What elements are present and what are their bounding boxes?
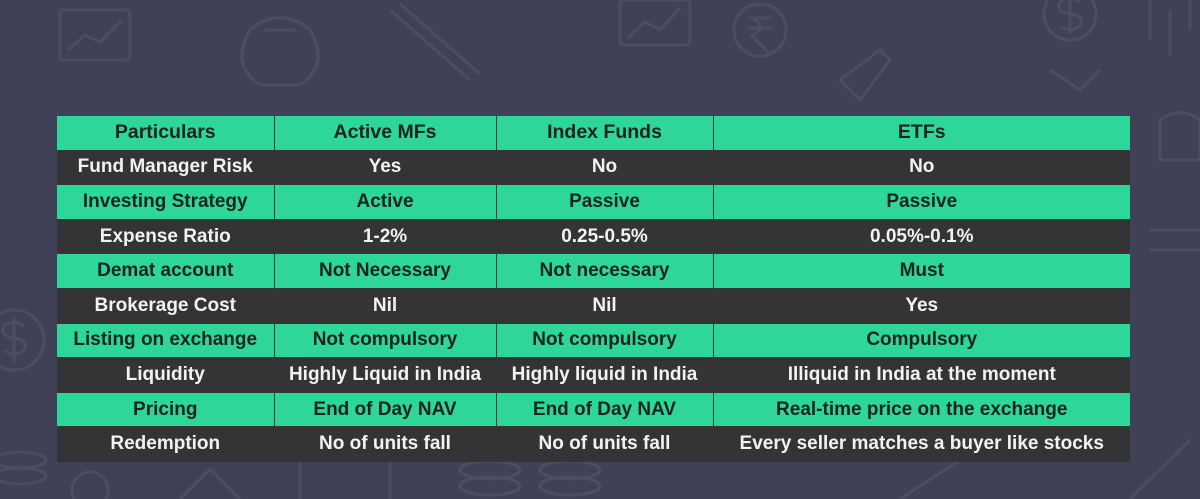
table-row: Investing Strategy Active Passive Passiv…: [57, 184, 1130, 220]
row-label: Fund Manager Risk: [57, 150, 275, 186]
row-label: Listing on exchange: [57, 323, 275, 359]
row-label: Redemption: [57, 426, 275, 462]
row-label: Brokerage Cost: [57, 288, 275, 324]
chart-icon: [1148, 0, 1192, 55]
rupee-icon: [732, 2, 788, 58]
header-etfs: ETFs: [713, 116, 1130, 151]
cell-etfs: Passive: [713, 184, 1130, 220]
cell-active-mfs: Not Necessary: [274, 253, 497, 289]
cell-index-funds: No of units fall: [496, 426, 714, 462]
row-label: Pricing: [57, 392, 275, 428]
cell-etfs: 0.05%-0.1%: [713, 219, 1130, 255]
cell-etfs: Compulsory: [713, 323, 1130, 359]
chart-icon: [1150, 228, 1200, 252]
cell-index-funds: Not compulsory: [496, 323, 714, 359]
table-row: Liquidity Highly Liquid in India Highly …: [57, 357, 1130, 393]
coin-stack-icon: [458, 459, 602, 497]
fund-comparison-table: Particulars Active MFs Index Funds ETFs …: [57, 116, 1130, 462]
row-label: Liquidity: [57, 357, 275, 393]
cell-index-funds: Nil: [496, 288, 714, 324]
cell-etfs: Real-time price on the exchange: [713, 392, 1130, 428]
cell-etfs: Must: [713, 253, 1130, 289]
money-bag-icon: [240, 16, 320, 87]
rocket-icon: [837, 48, 1102, 103]
cell-etfs: No: [713, 150, 1130, 186]
cell-active-mfs: Not compulsory: [274, 323, 497, 359]
pencil-icon: [899, 438, 1192, 499]
cell-active-mfs: No of units fall: [274, 426, 497, 462]
cell-active-mfs: Nil: [274, 288, 497, 324]
rocket-icon: [70, 466, 242, 499]
cell-active-mfs: End of Day NAV: [274, 392, 497, 428]
cell-index-funds: 0.25-0.5%: [496, 219, 714, 255]
header-particulars: Particulars: [57, 116, 275, 151]
row-label: Investing Strategy: [57, 184, 275, 220]
table-row: Fund Manager Risk Yes No No: [57, 150, 1130, 186]
cell-index-funds: No: [496, 150, 714, 186]
table-row: Pricing End of Day NAV End of Day NAV Re…: [57, 392, 1130, 428]
cell-active-mfs: 1-2%: [274, 219, 497, 255]
header-index-funds: Index Funds: [496, 116, 714, 151]
cell-etfs: Illiquid in India at the moment: [713, 357, 1130, 393]
table-row: Redemption No of units fall No of units …: [57, 426, 1130, 462]
row-label: Demat account: [57, 253, 275, 289]
money-bag-icon: [1158, 111, 1200, 162]
chart-icon: [618, 0, 692, 47]
cell-active-mfs: Yes: [274, 150, 497, 186]
cell-etfs: Every seller matches a buyer like stocks: [713, 426, 1130, 462]
dollar-icon: [0, 308, 46, 372]
cell-active-mfs: Active: [274, 184, 497, 220]
pencil-icon: [389, 2, 481, 82]
header-active-mfs: Active MFs: [274, 116, 497, 151]
chart-icon: [298, 456, 392, 499]
table-header-row: Particulars Active MFs Index Funds ETFs: [57, 116, 1130, 151]
table-row: Brokerage Cost Nil Nil Yes: [57, 288, 1130, 324]
table-row: Demat account Not Necessary Not necessar…: [57, 253, 1130, 289]
table-row: Expense Ratio 1-2% 0.25-0.5% 0.05%-0.1%: [57, 219, 1130, 255]
cell-active-mfs: Highly Liquid in India: [274, 357, 497, 393]
dollar-icon: [1042, 0, 1098, 42]
cell-index-funds: Not necessary: [496, 253, 714, 289]
chart-icon: [58, 8, 132, 62]
cell-index-funds: Passive: [496, 184, 714, 220]
cell-etfs: Yes: [713, 288, 1130, 324]
comparison-table-wrapper: Particulars Active MFs Index Funds ETFs …: [57, 116, 1130, 462]
row-label: Expense Ratio: [57, 219, 275, 255]
table-row: Listing on exchange Not compulsory Not c…: [57, 323, 1130, 359]
coin-stack-icon: [0, 450, 48, 486]
cell-index-funds: End of Day NAV: [496, 392, 714, 428]
cell-index-funds: Highly liquid in India: [496, 357, 714, 393]
